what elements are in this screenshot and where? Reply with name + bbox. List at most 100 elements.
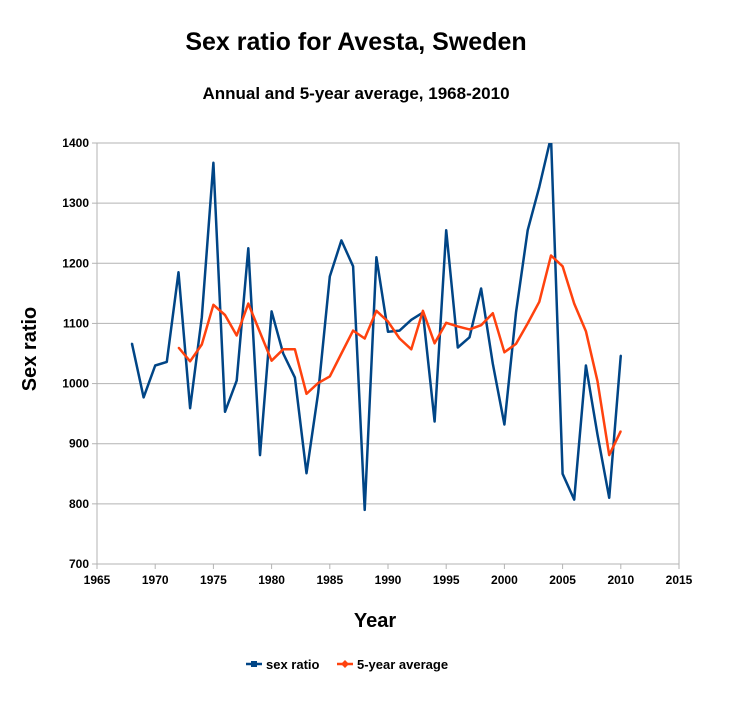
legend-item-sex-ratio: sex ratio	[246, 657, 320, 672]
data-point-1-1983	[305, 393, 308, 395]
data-point-1-1974	[201, 343, 203, 346]
data-point-1-1988	[363, 337, 366, 340]
data-point-1-1999	[492, 312, 494, 315]
data-point-0-1983	[305, 472, 308, 475]
data-point-1-1972	[177, 346, 180, 349]
x-tick-label-2005: 2005	[549, 573, 576, 587]
data-point-0-1981	[282, 352, 285, 355]
x-tick-label-2000: 2000	[491, 573, 518, 587]
legend-label-sex-ratio: sex ratio	[266, 657, 320, 672]
data-point-1-2005	[561, 265, 564, 268]
data-point-0-1975	[212, 162, 215, 164]
data-point-1-1987	[352, 329, 354, 332]
data-point-0-2000	[503, 423, 506, 426]
data-point-1-1994	[433, 342, 436, 345]
x-tick-label-1990: 1990	[375, 573, 402, 587]
data-point-1-1991	[398, 337, 401, 340]
data-point-0-1978	[247, 247, 250, 250]
data-point-1-2010	[620, 430, 622, 432]
data-point-1-2003	[538, 301, 541, 303]
x-tick-label-1975: 1975	[200, 573, 227, 587]
data-point-1-1986	[340, 352, 343, 355]
y-tick-label-1300: 1300	[62, 196, 89, 210]
data-point-0-2007	[585, 364, 587, 367]
data-point-0-1992	[410, 319, 413, 321]
data-point-1-1990	[387, 320, 389, 323]
data-point-1-1977	[235, 334, 238, 337]
data-point-0-2003	[538, 186, 541, 188]
data-point-0-2006	[573, 498, 575, 501]
x-tick-label-1980: 1980	[258, 573, 285, 587]
data-point-1-1989	[375, 310, 378, 312]
data-point-0-1974	[201, 316, 203, 319]
data-point-0-1990	[387, 331, 389, 333]
data-point-1-2009	[608, 454, 610, 456]
data-point-0-2004	[550, 136, 552, 138]
y-tick-label-900: 900	[69, 437, 89, 451]
chart-title: Sex ratio for Avesta, Sweden	[185, 28, 526, 56]
y-tick-label-1200: 1200	[62, 256, 89, 270]
data-point-0-1997	[468, 336, 471, 339]
x-tick-label-1965: 1965	[84, 573, 111, 587]
x-tick-label-1970: 1970	[142, 573, 169, 587]
data-point-1-2008	[596, 380, 599, 383]
data-point-0-1982	[294, 376, 296, 379]
data-point-1-1984	[317, 382, 320, 384]
y-tick-label-800: 800	[69, 497, 89, 511]
data-point-1-1976	[224, 314, 226, 316]
data-point-0-1968	[131, 342, 133, 345]
chart-subtitle: Annual and 5-year average, 1968-2010	[202, 84, 509, 103]
data-point-1-1998	[480, 324, 482, 327]
x-axis-ticks: 1965 1970 1975 1980 1985 1990 1995 2000 2005 2010…	[84, 564, 693, 587]
data-point-0-2005	[561, 473, 564, 475]
y-tick-label-1100: 1100	[63, 316, 89, 330]
series-lines	[130, 136, 623, 512]
data-point-0-2010	[620, 354, 622, 357]
data-point-0-1986	[340, 239, 343, 242]
data-point-0-2002	[526, 229, 529, 231]
data-point-0-1984	[317, 391, 320, 394]
data-point-0-1976	[224, 411, 226, 413]
data-point-1-2000	[503, 351, 506, 354]
x-tick-label-2010: 2010	[607, 573, 634, 587]
legend-item-5-year-average: 5-year average	[337, 657, 448, 672]
legend-label-5-year-average: 5-year average	[357, 657, 448, 672]
data-point-1-1997	[468, 328, 471, 331]
y-tick-label-1400: 1400	[62, 136, 89, 150]
data-point-0-1977	[235, 379, 238, 382]
data-point-0-1996	[457, 346, 459, 349]
data-point-1-2001	[515, 343, 517, 345]
data-point-1-1993	[422, 310, 424, 312]
y-axis-title: Sex ratio	[19, 307, 41, 391]
data-point-1-2002	[526, 322, 529, 325]
data-point-0-1991	[398, 329, 401, 332]
data-point-1-1982	[294, 348, 296, 351]
data-point-1-1980	[270, 359, 273, 362]
data-point-0-1972	[177, 271, 180, 274]
data-point-1-1973	[189, 360, 191, 363]
x-tick-label-1995: 1995	[433, 573, 460, 587]
y-tick-label-1000: 1000	[62, 377, 89, 391]
data-point-0-1971	[166, 361, 168, 363]
data-point-0-1969	[142, 396, 145, 399]
data-point-0-1979	[259, 454, 261, 456]
data-point-1-2007	[585, 330, 587, 333]
data-point-0-1999	[492, 362, 494, 365]
x-tick-label-2015: 2015	[666, 573, 693, 587]
data-point-0-1973	[189, 407, 191, 410]
data-point-1-1978	[247, 302, 250, 305]
data-point-0-1998	[480, 287, 482, 290]
data-point-0-1985	[329, 275, 331, 278]
data-point-1-1975	[212, 304, 215, 306]
data-point-1-1979	[259, 331, 261, 334]
data-point-1-1995	[445, 322, 448, 324]
data-point-0-1989	[375, 256, 378, 259]
data-point-1-1985	[329, 375, 331, 378]
data-point-0-2008	[596, 433, 599, 436]
data-point-1-2004	[550, 254, 552, 257]
data-point-1-1992	[410, 348, 413, 351]
legend: sex ratio 5-year average	[246, 657, 448, 672]
data-point-0-2009	[608, 497, 610, 499]
data-point-0-1987	[352, 265, 354, 268]
